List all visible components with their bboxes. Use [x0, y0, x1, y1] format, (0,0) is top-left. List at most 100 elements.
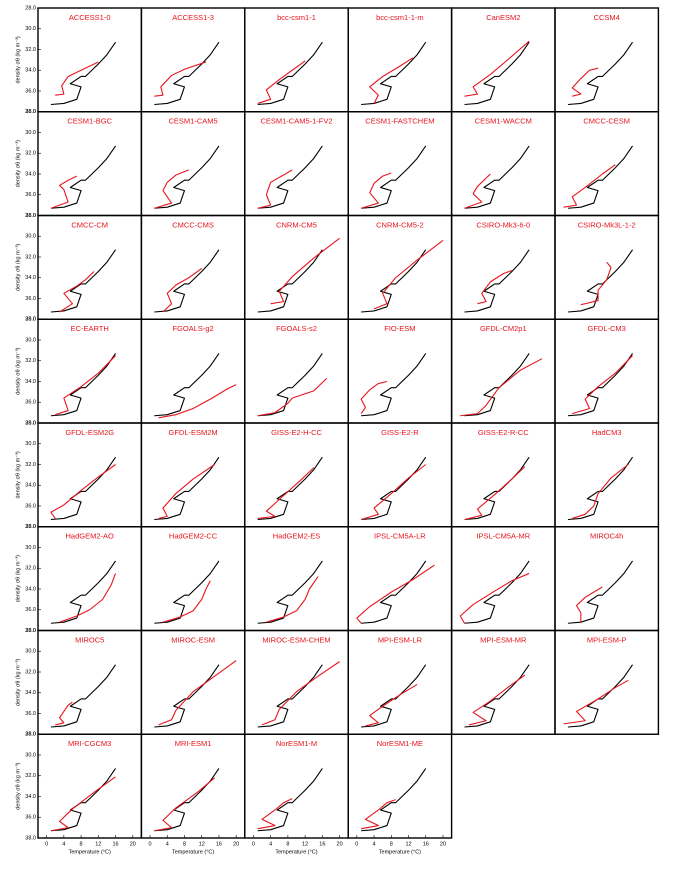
profile-line: [50, 464, 116, 519]
panel: MRI-ESM1 0 4 8 12 16 20 Temperature (°C): [140, 733, 246, 855]
profile-line: [365, 683, 418, 727]
panel: FIO-ESM: [347, 318, 453, 424]
y-axis-label: density σθ (kg m⁻³): [15, 762, 21, 809]
profile-line: [261, 661, 340, 726]
profile-line: [361, 456, 427, 521]
y-tick-label: 38.0: [25, 835, 36, 841]
profile-line: [59, 573, 117, 623]
y-tick-label: 36.0: [25, 711, 36, 717]
profile-line: [369, 57, 414, 104]
panel-frame: [244, 111, 349, 217]
panel-frame: [554, 422, 660, 528]
panel: CESM1-WACCM: [450, 111, 556, 217]
panel: ACCESS1-3: [140, 7, 246, 113]
y-tick-label: 32.0: [25, 47, 36, 53]
profile-line: [464, 456, 530, 521]
panel-frame: [37, 7, 143, 113]
y-tick-label: 36.0: [25, 503, 36, 509]
panel-title: MRI-CGCM3: [68, 739, 111, 748]
panel-frame: [244, 733, 349, 839]
profile-line: [567, 560, 634, 624]
x-tick-label: 12: [302, 841, 308, 847]
x-axis-label: Temperature (°C): [69, 849, 111, 855]
profile-line: [257, 798, 293, 830]
panel-title: NorESM1-ME: [377, 739, 423, 748]
panel: CESM1-BGC 28.0 30.0 32.0 34.0 36.0 38.0 density…: [15, 109, 143, 219]
panel: MPI-ESM-MR: [450, 629, 556, 735]
panel-title: MIROC-ESM-CHEM: [262, 635, 330, 644]
panel-frame: [554, 214, 660, 320]
profile-line: [50, 353, 117, 417]
panel-frame: [554, 318, 660, 424]
panel-frame: [37, 526, 143, 632]
profile-line: [257, 377, 328, 417]
panel-frame: [347, 733, 453, 839]
y-tick-label: 38.0: [25, 109, 36, 115]
y-tick-label: 32.0: [25, 358, 36, 364]
panel-frame: [140, 526, 246, 632]
profile-line: [50, 768, 117, 832]
profile-line: [154, 777, 215, 832]
x-axis-label: Temperature (°C): [275, 849, 317, 855]
y-tick-label: 34.0: [25, 68, 36, 74]
panel: GISS-E2-R-CC: [450, 422, 556, 528]
profile-line: [257, 560, 323, 624]
panel-frame: [450, 214, 556, 320]
profile-line: [580, 261, 612, 306]
x-tick-label: 0: [355, 841, 358, 847]
profile-line: [464, 41, 530, 106]
profile-line: [464, 466, 526, 521]
y-tick-label: 30.0: [25, 337, 36, 343]
panel: HadGEM2-AO 28.0 30.0 32.0 34.0 36.0 38.0 densit…: [15, 524, 143, 634]
panel-frame: [244, 214, 349, 320]
panel-frame: [140, 733, 246, 839]
x-tick-label: 4: [373, 841, 376, 847]
y-tick-label: 34.0: [25, 483, 36, 489]
panel-title: CMCC-CM: [71, 220, 108, 229]
profile-line: [50, 249, 117, 313]
panel: EC-EARTH 28.0 30.0 32.0 34.0 36.0 38.0 density …: [15, 317, 143, 426]
profile-line: [154, 41, 220, 106]
profile-line: [563, 679, 629, 725]
panel-title: CCSM4: [594, 13, 620, 22]
panel-frame: [554, 629, 660, 735]
profile-line: [257, 60, 306, 104]
panel-title: MRI-ESM1: [175, 739, 212, 748]
panel-frame: [37, 318, 143, 424]
profile-line: [266, 576, 319, 623]
panel-title: HadCM3: [592, 428, 622, 437]
panel: MPI-ESM-LR: [347, 629, 453, 735]
profile-line: [361, 249, 427, 313]
y-tick-label: 36.0: [25, 815, 36, 821]
profile-line: [158, 384, 237, 419]
y-tick-label: 28.0: [25, 524, 36, 530]
panel: FGOALS-s2: [244, 318, 349, 424]
panel-title: CESM1-FASTCHEM: [365, 117, 434, 126]
panel-title: bcc-csm1-1: [277, 13, 316, 22]
panel-frame: [140, 422, 246, 528]
profile-line: [257, 768, 323, 832]
panel-frame: [244, 7, 349, 113]
panel: bcc-csm1-1: [244, 7, 349, 113]
panel: MIROC-ESM: [140, 629, 246, 735]
panel: MPI-ESM-P: [554, 629, 660, 735]
profile-line: [459, 572, 530, 624]
panel-title: GFDL-CM2p1: [480, 324, 527, 333]
x-tick-label: 20: [233, 841, 239, 847]
panel-frame: [244, 422, 349, 528]
panel: CMCC-CM 28.0 30.0 32.0 34.0 36.0 38.0 density σ…: [15, 213, 143, 323]
x-tick-label: 16: [216, 841, 222, 847]
profile-line: [464, 173, 491, 209]
x-tick-label: 20: [337, 841, 343, 847]
y-tick-label: 34.0: [25, 275, 36, 281]
panel-title: MPI-ESM-MR: [480, 635, 527, 644]
panel-title: HadGEM2-CC: [169, 532, 218, 541]
profile-line: [154, 169, 189, 209]
panel: CMCC-CMS: [140, 214, 246, 320]
panel-title: CMCC-CMS: [172, 220, 214, 229]
panel-title: HadGEM2-ES: [273, 532, 321, 541]
profile-line: [154, 249, 220, 313]
profile-line: [50, 776, 116, 832]
y-tick-label: 34.0: [25, 586, 36, 592]
panel: NorESM1-M 0 4 8 12 16 20 Temperature (°C): [244, 733, 349, 855]
